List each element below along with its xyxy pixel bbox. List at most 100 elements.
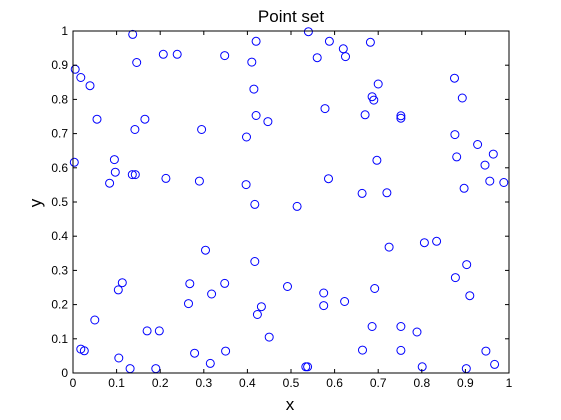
data-point <box>142 326 152 336</box>
data-point <box>473 140 483 149</box>
data-point <box>357 188 367 198</box>
data-point <box>450 73 459 83</box>
data-point <box>185 279 195 289</box>
data-point <box>190 348 200 358</box>
data-point <box>372 155 382 165</box>
data-point <box>90 315 100 325</box>
y-tick-label: 0.7 <box>51 127 68 141</box>
x-tick-label: 0.6 <box>326 376 343 390</box>
x-tick-label: 0.3 <box>195 376 212 390</box>
x-tick-label: 0.5 <box>283 376 300 390</box>
y-tick-label: 1 <box>61 24 68 38</box>
data-point <box>220 278 230 288</box>
data-point <box>158 49 168 59</box>
data-point <box>92 114 102 124</box>
x-axis-ticks: 0 0.1 0.2 0.3 0.4 0.5 0.6 0.7 0.8 0.9 1 <box>70 31 513 390</box>
data-point <box>412 327 422 337</box>
data-point <box>365 37 375 47</box>
data-point <box>465 291 475 301</box>
data-point <box>264 332 274 342</box>
data-point <box>488 149 498 159</box>
data-point <box>292 201 302 211</box>
data-point <box>450 273 460 283</box>
data-point <box>220 51 230 61</box>
x-tick-label: 0 <box>70 376 77 390</box>
data-point <box>197 125 207 134</box>
y-tick-label: 0.8 <box>51 92 68 106</box>
data-point <box>132 58 142 67</box>
data-point <box>117 278 127 288</box>
x-tick-label: 0.1 <box>108 376 125 390</box>
data-point <box>384 242 394 252</box>
data-point <box>140 114 150 124</box>
y-tick-label: 0.3 <box>51 263 68 277</box>
y-tick-label: 0 <box>61 366 68 380</box>
data-point <box>109 155 119 165</box>
data-point <box>320 104 330 114</box>
data-points <box>69 27 509 374</box>
data-point <box>127 170 137 180</box>
data-point <box>172 49 182 59</box>
x-tick-label: 0.8 <box>413 376 430 390</box>
data-point <box>324 174 333 184</box>
x-tick-label: 0.2 <box>152 376 169 390</box>
data-point <box>130 125 140 134</box>
data-point <box>263 117 273 127</box>
data-point <box>114 353 124 363</box>
y-axis-label: y <box>26 198 45 207</box>
data-point <box>250 257 260 266</box>
x-tick-label: 0.9 <box>457 376 474 390</box>
data-point <box>382 188 392 198</box>
data-point <box>205 358 215 368</box>
data-point <box>303 362 313 372</box>
data-point <box>396 113 406 123</box>
y-tick-label: 0.6 <box>51 161 68 175</box>
data-point <box>184 299 193 309</box>
data-point <box>105 178 115 188</box>
x-tick-label: 0.4 <box>239 376 256 390</box>
data-point <box>221 346 231 356</box>
data-point <box>481 346 491 356</box>
data-point <box>480 160 490 170</box>
data-point <box>249 84 259 94</box>
y-tick-label: 0.4 <box>51 229 68 243</box>
data-point <box>161 173 171 183</box>
data-point <box>154 326 164 336</box>
data-point <box>130 170 140 180</box>
data-point <box>432 236 442 246</box>
data-point <box>396 111 406 121</box>
data-point <box>110 167 120 177</box>
data-point <box>373 79 383 89</box>
data-point <box>499 178 509 187</box>
data-point <box>396 322 406 331</box>
data-point <box>242 132 251 142</box>
data-point <box>250 199 260 209</box>
data-point <box>252 310 262 319</box>
y-axis-ticks: 0 0.1 0.2 0.3 0.4 0.5 0.6 0.7 0.8 0.9 1 <box>51 24 509 380</box>
data-point <box>76 73 86 82</box>
data-point <box>312 53 322 63</box>
data-point <box>452 152 462 162</box>
x-tick-label: 1 <box>506 376 513 390</box>
data-point <box>201 245 210 255</box>
x-tick-label: 0.7 <box>370 376 387 390</box>
data-point <box>340 297 350 306</box>
chart-title: Point set <box>258 7 324 26</box>
y-tick-label: 0.2 <box>51 298 68 312</box>
y-tick-label: 0.9 <box>51 58 68 72</box>
data-point <box>247 57 257 67</box>
data-point <box>457 93 467 103</box>
data-point <box>85 81 95 91</box>
data-point <box>450 130 460 140</box>
y-tick-label: 0.1 <box>51 332 68 346</box>
data-point <box>369 95 379 105</box>
data-point <box>358 345 367 355</box>
data-point <box>207 289 217 299</box>
data-point <box>283 282 292 291</box>
data-point <box>459 183 469 193</box>
data-point <box>69 157 79 167</box>
data-point <box>367 322 377 331</box>
data-point <box>194 176 204 186</box>
